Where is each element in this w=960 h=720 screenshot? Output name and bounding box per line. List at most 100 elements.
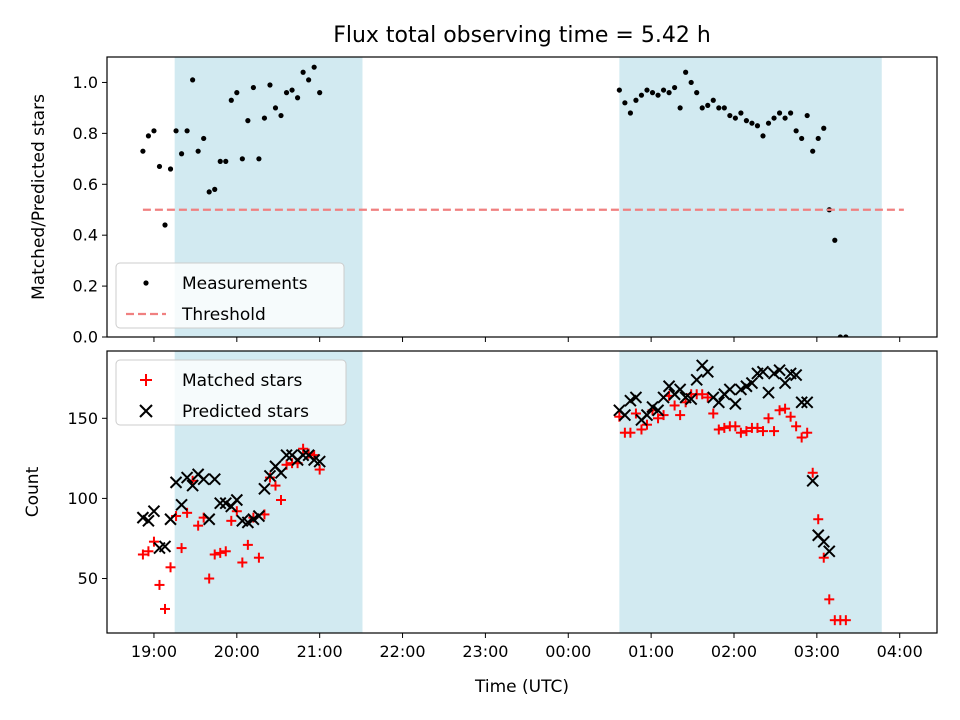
matched-stars-point <box>204 573 215 584</box>
legend-label: Predicted stars <box>182 402 309 422</box>
matched-stars-point <box>796 432 807 443</box>
measurement-point <box>289 87 295 93</box>
measurement-point <box>217 158 223 164</box>
predicted-stars-point <box>823 545 836 558</box>
measurement-point <box>754 123 761 129</box>
y-tick-label: 0.6 <box>73 175 98 194</box>
predicted-stars-point <box>745 376 759 390</box>
matched-stars-point <box>154 579 165 590</box>
measurement-point <box>699 105 705 111</box>
predicted-stars-point <box>795 396 808 409</box>
y-tick-label: 1.0 <box>73 73 98 92</box>
matched-stars-point <box>757 426 768 437</box>
measurement-point <box>738 110 744 116</box>
matched-stars-point <box>237 557 248 568</box>
plot-area <box>136 359 851 626</box>
predicted-stars-point <box>180 471 194 484</box>
matched-stars-point <box>702 392 713 403</box>
measurement-point <box>804 112 810 119</box>
measurement-point <box>223 158 229 164</box>
predicted-stars-point <box>800 396 814 409</box>
predicted-stars-point <box>296 448 310 462</box>
measurement-point <box>267 82 273 88</box>
measurement-point <box>694 90 700 96</box>
measurement-point <box>306 77 312 83</box>
matched-stars-point <box>708 408 719 419</box>
matched-stars-point <box>752 422 763 433</box>
matched-stars-point <box>137 549 148 560</box>
y-tick-label: 50 <box>78 569 98 588</box>
measurement-point <box>721 105 727 111</box>
predicted-stars-point <box>169 476 183 489</box>
x-tick-label: 02:00 <box>711 642 757 661</box>
measurement-point <box>716 105 722 111</box>
y-tick-label: 0.8 <box>73 124 98 143</box>
matched-stars-point <box>769 426 780 437</box>
measurement-point <box>234 90 240 96</box>
predicted-stars-point <box>701 365 714 379</box>
measurement-point <box>212 186 218 192</box>
predicted-stars-point <box>175 498 188 512</box>
measurement-point <box>261 115 268 121</box>
matched-stars-point <box>807 467 818 478</box>
matched-stars-point <box>653 413 664 424</box>
measurement-point <box>832 237 838 243</box>
predicted-stars-point <box>651 404 665 417</box>
predicted-stars-point <box>618 408 632 422</box>
measurement-point <box>190 77 196 83</box>
predicted-stars-point <box>673 383 687 396</box>
matched-stars-point <box>713 424 724 435</box>
legend-label: Threshold <box>181 305 266 325</box>
axes-frame <box>106 350 938 634</box>
measurement-point <box>151 128 157 134</box>
predicted-stars-point <box>252 509 266 523</box>
predicted-stars-point <box>197 472 210 486</box>
predicted-stars-point <box>629 391 643 404</box>
measurement-point <box>206 189 212 195</box>
axes-frame <box>106 56 938 338</box>
measurement-point <box>788 110 794 116</box>
predicted-stars-point <box>280 448 293 462</box>
matched-stars-point <box>780 403 791 414</box>
measurement-point <box>283 90 290 96</box>
y-tick-label: 100 <box>67 489 98 508</box>
predicted-stars-point <box>729 397 742 411</box>
matched-stars-point <box>774 405 785 416</box>
observing-window-1 <box>619 57 882 337</box>
x-tick-label: 22:00 <box>379 642 425 661</box>
measurement-point <box>760 133 766 139</box>
measurement-point <box>799 135 805 142</box>
legend: Matched stars Predicted stars <box>115 359 347 426</box>
matched-stars-point <box>802 427 813 438</box>
matched-stars-point <box>264 472 275 483</box>
measurement-point <box>239 156 245 162</box>
measurement-point <box>843 334 849 337</box>
matched-stars-point <box>176 543 187 554</box>
y-tick-label: 0.0 <box>73 328 98 347</box>
matched-stars-point <box>785 411 796 422</box>
measurement-point <box>228 97 234 103</box>
matched-stars-point <box>741 426 752 437</box>
matched-stars-point <box>813 514 824 525</box>
measurement-point <box>666 90 672 96</box>
measurement-point <box>727 112 733 119</box>
measurement-point <box>660 87 667 93</box>
matched-stars-point <box>719 422 730 433</box>
predicted-stars-point <box>806 474 819 487</box>
measurement-point <box>672 84 678 91</box>
ratio-panel: 0.0 0.2 0.4 0.6 0.8 1.0 Matched/Predicted star… <box>29 56 938 347</box>
predicted-stars-point <box>258 482 271 496</box>
measurement-point <box>821 125 827 131</box>
predicted-stars-point <box>657 391 670 404</box>
predicted-stars-point <box>723 383 737 396</box>
legend-box <box>115 359 347 426</box>
measurement-point <box>644 87 650 93</box>
predicted-stars-point <box>778 376 792 390</box>
measurement-point <box>162 222 168 228</box>
measurement-point <box>655 92 661 98</box>
x-tick-label: 23:00 <box>462 642 508 661</box>
measurement-point <box>622 100 628 106</box>
predicted-stars-point <box>789 368 803 382</box>
measurement-point <box>145 133 152 139</box>
